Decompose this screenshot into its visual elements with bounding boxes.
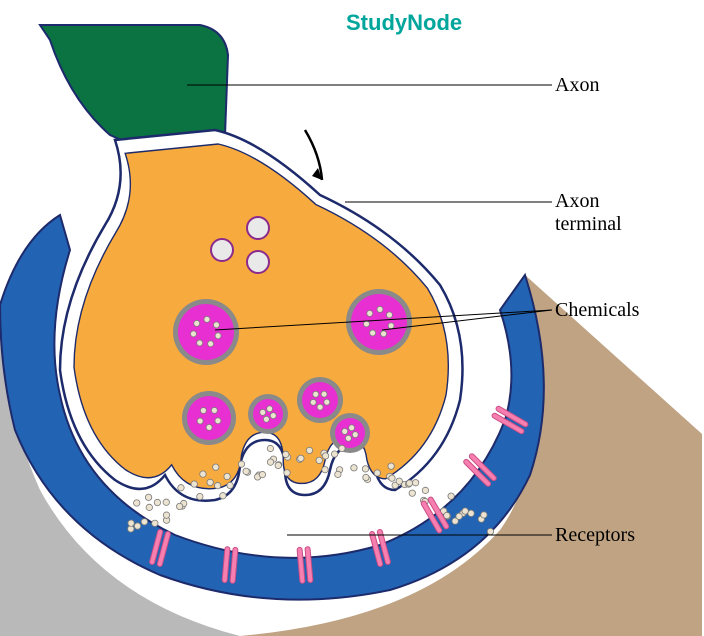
- label-receptors: Receptors: [555, 524, 635, 547]
- axon-shape: [40, 25, 228, 148]
- watermark: StudyNode: [346, 10, 462, 36]
- label-axon: Axon: [555, 74, 599, 97]
- signal-arrow: [305, 130, 322, 180]
- label-axon-terminal: Axon terminal: [555, 190, 622, 236]
- label-chemicals: Chemicals: [555, 299, 639, 322]
- diagram-canvas: StudyNode Axon Axon terminal Chemicals R…: [0, 0, 704, 636]
